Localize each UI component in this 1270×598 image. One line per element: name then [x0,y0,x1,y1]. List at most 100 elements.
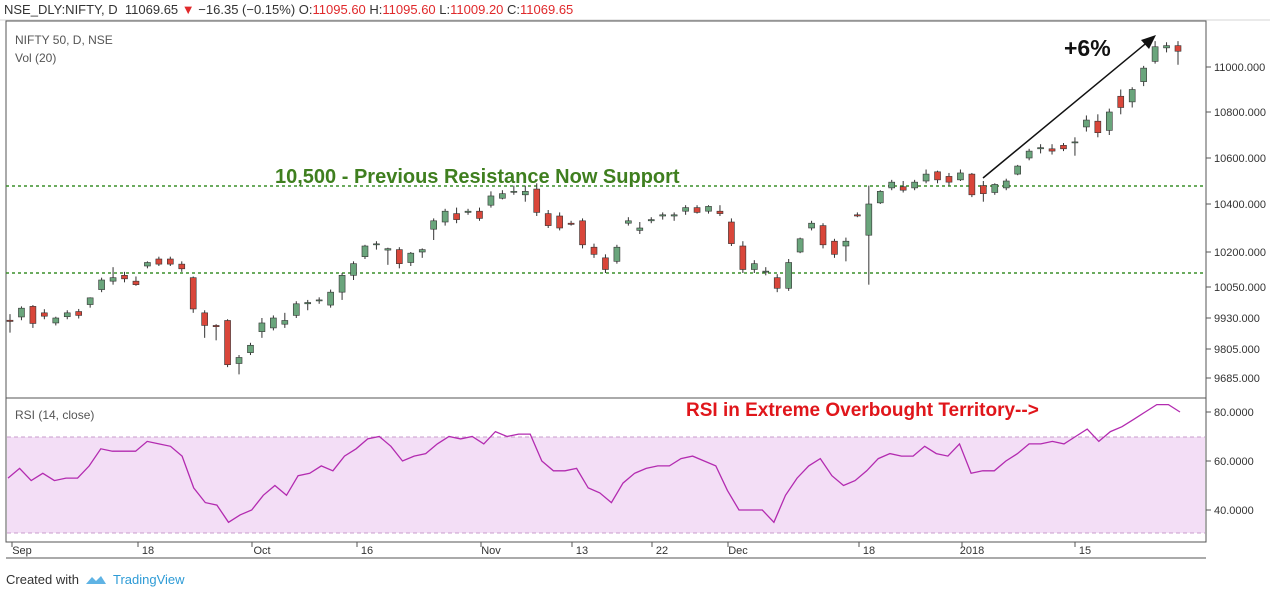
candle-body [682,207,689,212]
candle-body [934,171,941,181]
rsi-axis[interactable]: 40.0000 60.0000 80.0000 [1206,407,1254,517]
candle-body [785,262,792,289]
gain-arrow-head [1141,35,1156,49]
candle-body [567,222,575,225]
candle-body [1117,95,1125,108]
candle-body [1037,147,1044,150]
tradingview-logo-icon [85,575,106,584]
candle-body [499,193,506,199]
candle-body [980,185,987,194]
candle-body [762,270,770,273]
candle-body [201,312,208,326]
candle-body [453,213,460,220]
price-tick-label: 9930.000 [1214,313,1260,325]
candle-body [247,344,254,353]
candle-body [854,214,861,217]
candle-body [304,302,312,305]
candle-body [544,213,552,226]
candle-body [109,277,117,282]
gain-arrow-line [982,39,1151,179]
candle-body [167,258,174,265]
candle-body [258,322,266,332]
symbol-name[interactable]: NSE_DLY:NIFTY, D [4,2,118,17]
support-annotation: 10,500 - Previous Resistance Now Support [275,166,680,188]
candle-body [590,246,598,255]
candle-body [819,225,827,246]
candle-body [63,312,71,318]
price-tick-label: 10400.000 [1214,199,1266,211]
candle-body [899,186,907,191]
footer: Created with TradingView [6,572,185,587]
close-value: 11069.65 [520,2,574,17]
candle-body [52,317,60,324]
candle-body [876,191,884,204]
candle-body [1083,119,1090,128]
candle-body [1128,89,1136,103]
candle-body [1060,145,1067,150]
candle-body [647,219,655,222]
candle-body [1105,111,1113,131]
candle-body [728,221,735,244]
candle-body [842,240,850,247]
price-tick-label: 9685.000 [1214,373,1260,385]
price-change: −16.35 (−0.15%) [198,2,296,17]
candle-body [796,238,804,253]
candle-body [808,222,815,229]
candle-body [189,277,197,310]
candle-body [991,184,999,193]
candle-body [292,303,300,316]
candle-body [602,257,609,270]
price-axis[interactable]: 9685.000 9805.000 9930.000 10050.000 10200.0… [1206,62,1266,385]
candle-body [18,307,25,318]
candle-body [579,220,586,246]
time-tick-label: Nov [481,545,501,557]
rsi-pane-title: RSI (14, close) [15,408,94,422]
gain-annotation: +6% [1064,35,1111,61]
candle-body [556,215,563,229]
open-value: 11095.60 [312,2,366,17]
price-tick-label: 10800.000 [1214,107,1266,119]
candle-body [510,191,518,193]
price-tick-label: 10200.000 [1214,247,1266,259]
candle-body [6,319,14,322]
candle-body [224,320,231,366]
candle-body [693,207,701,213]
symbol-header: NSE_DLY:NIFTY, D 11069.65 ▼ −16.35 (−0.1… [4,2,573,17]
candle-body [613,246,621,262]
time-tick-label: Sep [12,545,32,557]
candle-body [407,252,415,263]
candle-body [487,195,495,206]
time-axis[interactable]: Sep 18 Oct 16 Nov 13 22 Dec 18 2018 15 [11,542,1091,557]
candle-body [739,245,747,270]
candle-body [476,210,483,219]
candle-body [132,280,140,285]
last-price: 11069.65 [124,2,179,17]
tradingview-brand-link[interactable]: TradingView [112,572,185,587]
candle-body [281,320,289,325]
low-label: L: [439,2,451,17]
candle-body [361,245,369,257]
time-tick-label: 18 [863,545,875,557]
candle-body [636,227,644,231]
rsi-tick-label: 80.0000 [1214,407,1254,419]
candle-body [1048,148,1056,152]
open-label: O: [298,2,313,17]
candle-body [1163,45,1170,49]
candle-body [430,220,437,230]
down-arrow-icon: ▼ [181,2,195,17]
candle-body [338,275,346,293]
candle-body [75,311,83,316]
candle-body [705,206,712,212]
time-tick-label: 2018 [960,545,984,557]
time-tick-label: 13 [576,545,588,557]
rsi-overbought-band [7,437,1205,533]
candle-body [396,249,403,264]
candle-body [1002,180,1010,189]
candle-body [865,203,873,236]
candle-body [270,317,277,329]
time-tick-label: Dec [728,545,748,557]
candle-body [235,357,243,364]
time-tick-label: 22 [656,545,668,557]
